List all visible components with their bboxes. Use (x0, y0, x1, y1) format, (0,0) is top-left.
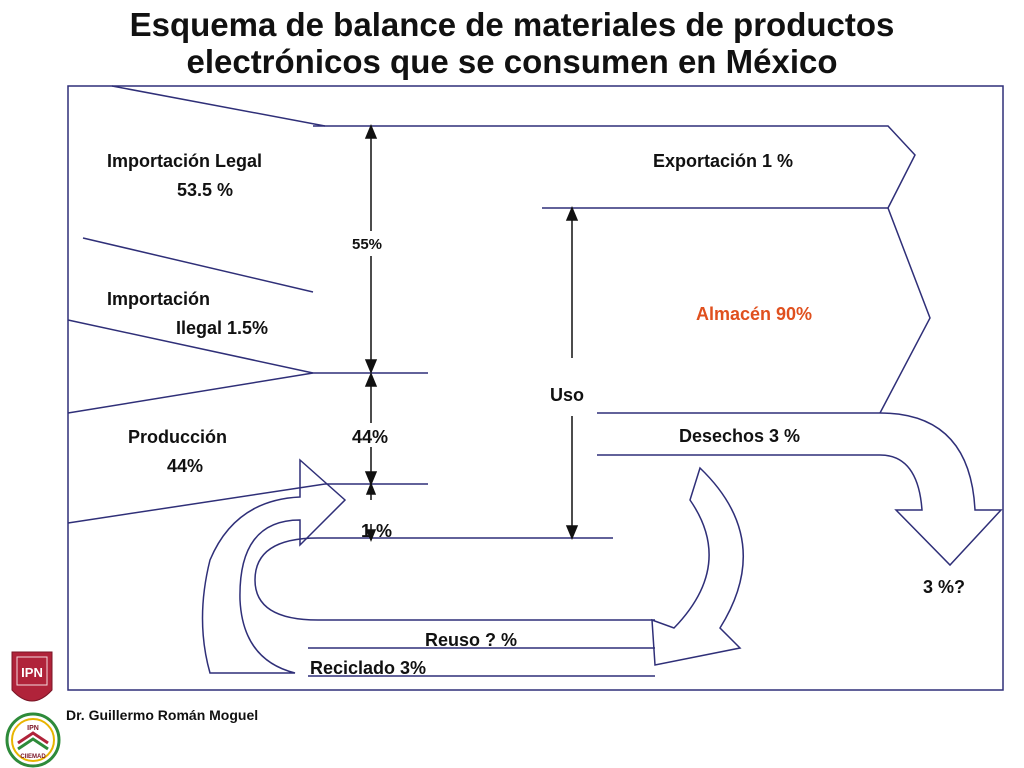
legal-import-funnel-top (111, 85, 326, 127)
arrow-uso-top-head (565, 206, 579, 221)
label-reciclado: Reciclado 3% (310, 658, 426, 678)
measure-arrows (364, 124, 579, 543)
label-importacion-legal-pct: 53.5 % (177, 180, 233, 200)
export-arrow (313, 125, 916, 209)
label-uso: Uso (550, 385, 584, 405)
label-final-pct: 3 %? (923, 577, 965, 597)
label-reuso: Reuso ? % (425, 630, 517, 650)
storage-outline (879, 207, 931, 414)
arrow-44-bottom-head (364, 471, 378, 486)
recycle-curved-arrow (651, 466, 745, 666)
label-importacion-legal: Importación Legal (107, 151, 262, 171)
arrow-uso-bottom-head (565, 525, 579, 540)
label-exportacion: Exportación 1 % (653, 151, 793, 171)
diagram-lines (67, 85, 1004, 691)
label-almacen: Almacén 90% (696, 304, 812, 324)
arrow-55-bottom-head (364, 359, 378, 374)
label-pct-44: 44% (352, 427, 388, 447)
illegal-import-funnel-bottom (67, 319, 314, 374)
production-funnel-bottom (67, 483, 326, 524)
ciiemad-logo-bottom-text: CIIEMAD (20, 754, 46, 760)
label-pct-1: 1 % (361, 521, 392, 541)
arrow-1-bottom-head (365, 529, 377, 543)
label-importacion-ilegal: Importación (107, 289, 210, 309)
title-line-2: electrónicos que se consumen en México (186, 43, 838, 80)
label-produccion: Producción (128, 427, 227, 447)
illegal-import-funnel-top (82, 237, 314, 293)
page-title: Esquema de balance de materiales de prod… (0, 6, 1024, 80)
label-produccion-pct: 44% (167, 456, 203, 476)
ipn-logo-text: IPN (21, 665, 43, 680)
title-line-1: Esquema de balance de materiales de prod… (129, 6, 895, 43)
ipn-logo: IPN (11, 651, 53, 702)
diagram-frame (67, 85, 1004, 691)
author-credit: Dr. Guillermo Román Moguel (66, 707, 259, 723)
label-importacion-ilegal-pct: Ilegal 1.5% (176, 318, 268, 338)
production-funnel-top (67, 372, 314, 414)
arrow-1-top-head (365, 481, 377, 495)
reuse-loop (254, 537, 655, 621)
ciiemad-logo: IPN CIIEMAD (5, 712, 61, 768)
ciiemad-logo-top-text: IPN (27, 725, 39, 732)
waste-arrow (879, 412, 1003, 567)
arrow-44-top-head (364, 372, 378, 387)
label-desechos: Desechos 3 % (679, 426, 800, 446)
label-pct-55: 55% (352, 236, 382, 253)
reuse-curved-arrow (201, 458, 347, 674)
arrow-55-top-head (364, 124, 378, 139)
